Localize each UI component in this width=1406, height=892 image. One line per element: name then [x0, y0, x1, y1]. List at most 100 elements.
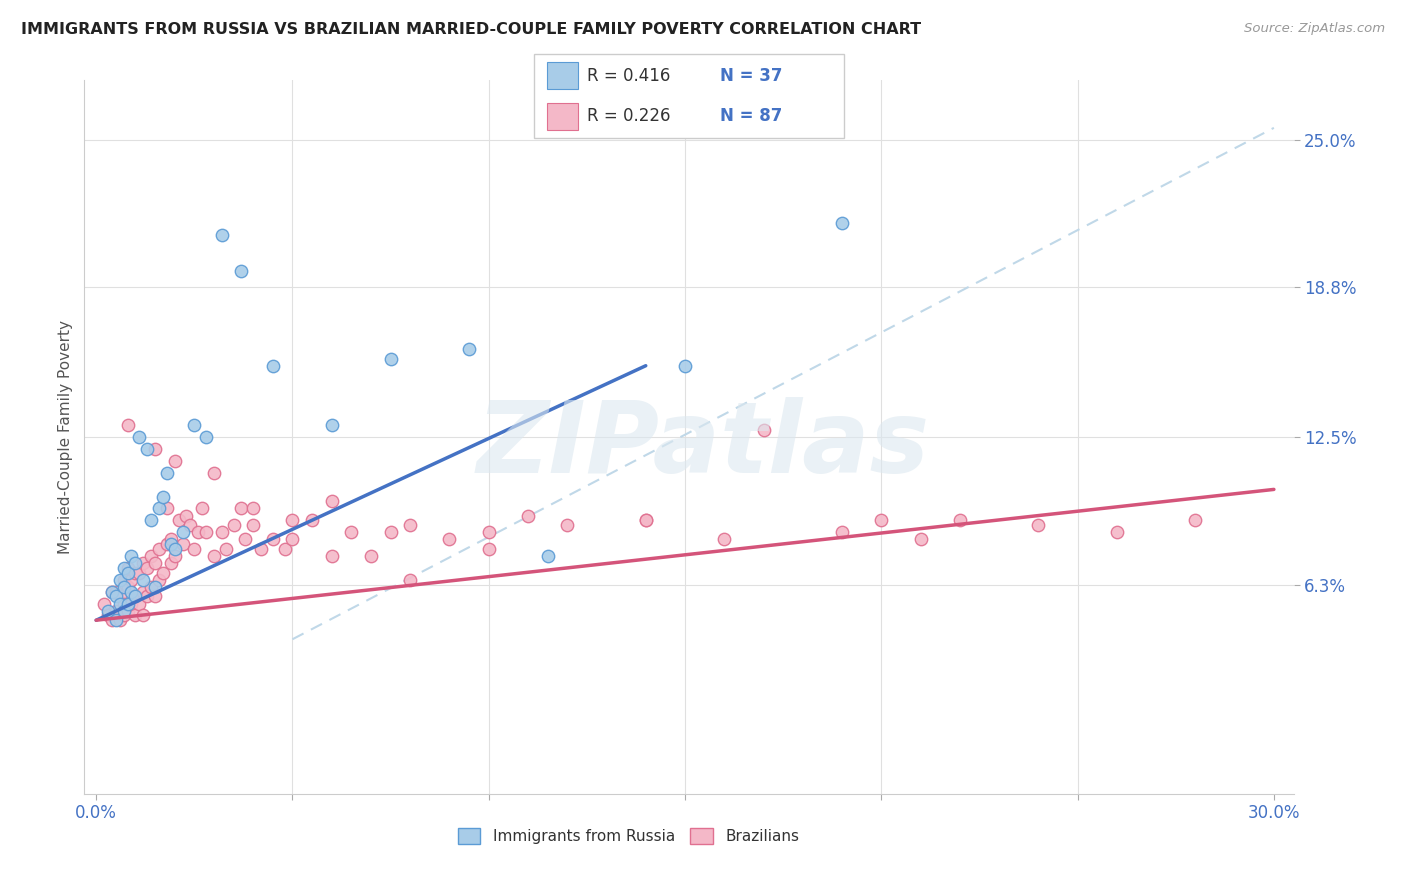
Point [143, 580, 166, 594]
Point [104, 590, 127, 604]
Point [124, 608, 146, 623]
Point [112, 561, 135, 575]
Point [673, 359, 696, 373]
Point [148, 573, 170, 587]
Point [202, 466, 225, 480]
Point [148, 541, 170, 556]
Point [104, 613, 127, 627]
Point [870, 513, 893, 527]
Point [176, 508, 198, 523]
Point [163, 549, 186, 563]
Point [439, 533, 461, 547]
Point [121, 597, 143, 611]
Point [831, 216, 853, 230]
Point [112, 604, 135, 618]
Point [1105, 525, 1128, 540]
Point [152, 490, 174, 504]
Point [143, 442, 166, 456]
Point [101, 584, 124, 599]
Point [517, 508, 540, 523]
Point [380, 525, 402, 540]
Point [121, 549, 143, 563]
Point [104, 604, 127, 618]
Point [179, 518, 201, 533]
Point [281, 533, 304, 547]
Point [132, 608, 155, 623]
Point [380, 351, 402, 366]
Point [262, 359, 284, 373]
Text: N = 37: N = 37 [720, 67, 782, 85]
Point [108, 590, 131, 604]
Point [1028, 518, 1050, 533]
Point [112, 608, 135, 623]
Point [128, 597, 150, 611]
Point [132, 584, 155, 599]
Point [215, 541, 238, 556]
Point [831, 525, 853, 540]
Point [360, 549, 382, 563]
Point [108, 597, 131, 611]
Point [634, 513, 657, 527]
Point [172, 537, 194, 551]
Point [132, 573, 155, 587]
Point [910, 533, 932, 547]
Point [281, 513, 304, 527]
Point [139, 580, 162, 594]
Point [159, 533, 181, 547]
Point [191, 501, 214, 516]
Point [117, 604, 139, 618]
Point [101, 613, 124, 627]
Point [242, 518, 264, 533]
Point [222, 518, 245, 533]
Point [112, 573, 135, 587]
Point [273, 541, 295, 556]
Point [478, 541, 501, 556]
Point [949, 513, 972, 527]
Point [156, 501, 179, 516]
Point [555, 518, 578, 533]
Point [93, 597, 115, 611]
Text: R = 0.226: R = 0.226 [586, 107, 671, 125]
Y-axis label: Married-Couple Family Poverty: Married-Couple Family Poverty [58, 320, 73, 554]
Point [104, 584, 127, 599]
Point [121, 584, 143, 599]
Point [458, 342, 481, 356]
Text: Source: ZipAtlas.com: Source: ZipAtlas.com [1244, 22, 1385, 36]
Point [143, 590, 166, 604]
Point [124, 556, 146, 570]
Point [139, 513, 162, 527]
Point [163, 454, 186, 468]
Point [139, 549, 162, 563]
Text: IMMIGRANTS FROM RUSSIA VS BRAZILIAN MARRIED-COUPLE FAMILY POVERTY CORRELATION CH: IMMIGRANTS FROM RUSSIA VS BRAZILIAN MARR… [21, 22, 921, 37]
Point [112, 597, 135, 611]
Point [211, 525, 233, 540]
Point [713, 533, 735, 547]
Point [340, 525, 363, 540]
Point [752, 423, 775, 437]
Point [97, 604, 120, 618]
Text: N = 87: N = 87 [720, 107, 782, 125]
Point [399, 518, 422, 533]
Point [183, 541, 205, 556]
Point [152, 566, 174, 580]
Bar [547, 103, 578, 130]
Point [167, 513, 190, 527]
Point [183, 418, 205, 433]
Point [136, 442, 159, 456]
Point [163, 541, 186, 556]
Point [233, 533, 256, 547]
Point [301, 513, 323, 527]
Point [172, 525, 194, 540]
Point [195, 430, 218, 444]
Point [231, 501, 253, 516]
Point [399, 573, 422, 587]
Point [128, 430, 150, 444]
Text: ZIPatlas: ZIPatlas [477, 398, 929, 494]
Point [112, 580, 135, 594]
Point [143, 556, 166, 570]
Text: R = 0.416: R = 0.416 [586, 67, 671, 85]
Point [124, 590, 146, 604]
Point [195, 525, 218, 540]
Point [117, 597, 139, 611]
Point [159, 556, 181, 570]
